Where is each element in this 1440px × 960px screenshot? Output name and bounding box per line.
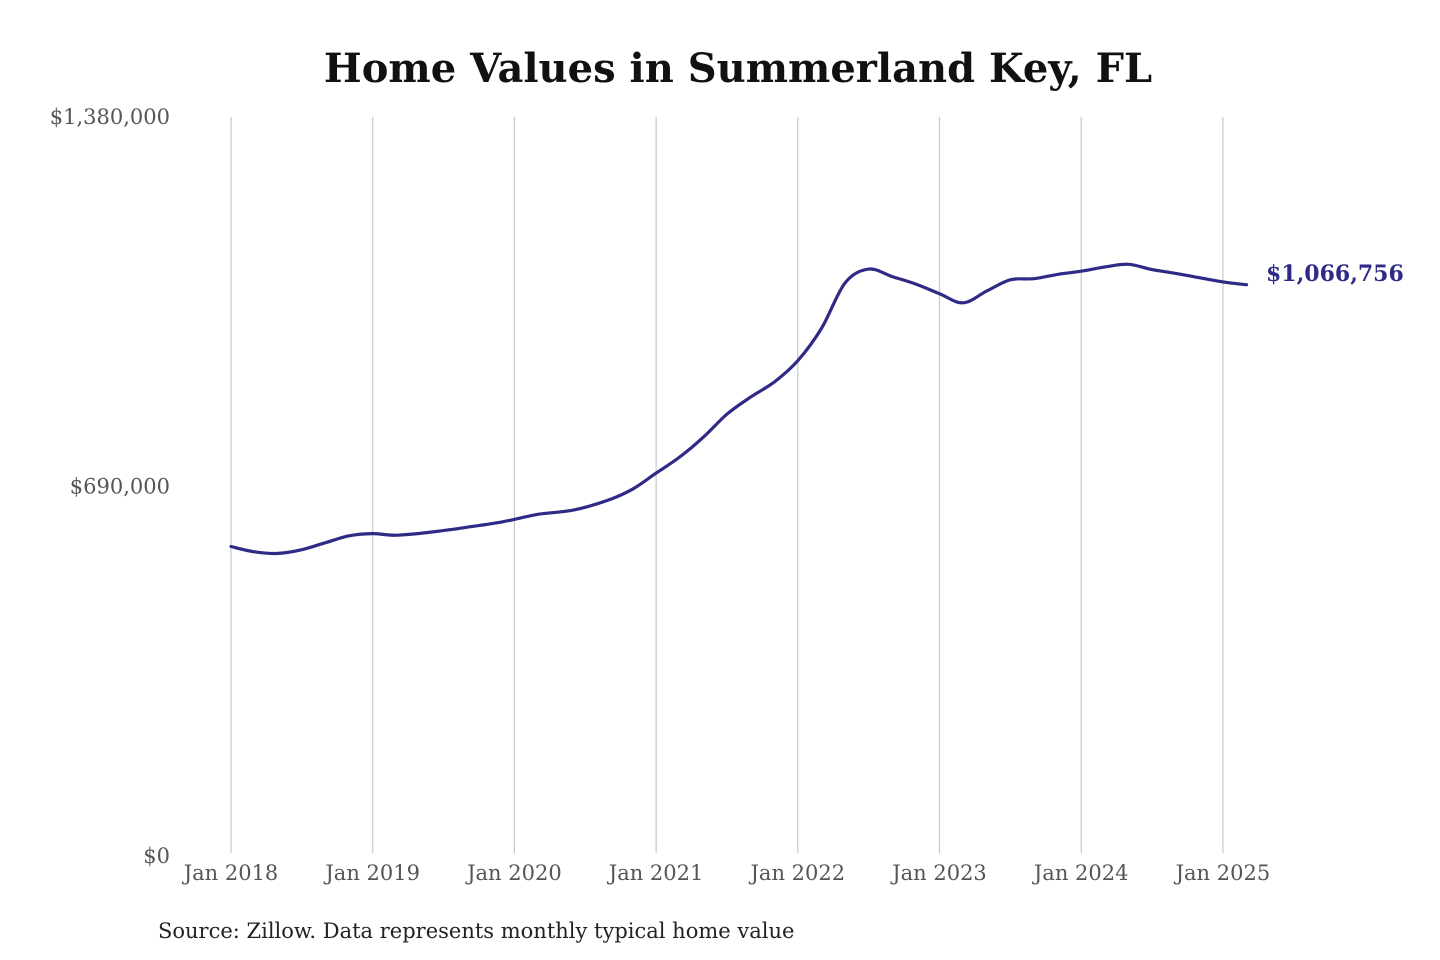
grid — [230, 117, 1224, 853]
end-value-label: $1,066,756 — [1266, 261, 1404, 287]
x-tick-label: Jan 2024 — [1032, 861, 1129, 885]
x-axis-ticks: Jan 2018 Jan 2019 Jan 2020 Jan 2021 Jan 2022… — [182, 861, 1270, 885]
x-tick-label: Jan 2019 — [323, 861, 420, 885]
source-note: Source: Zillow. Data represents monthly … — [158, 919, 794, 943]
x-tick-label: Jan 2018 — [182, 861, 279, 885]
y-tick-label: $690,000 — [70, 475, 170, 499]
x-tick-label: Jan 2022 — [749, 861, 846, 885]
x-tick-label: Jan 2021 — [607, 861, 704, 885]
x-tick-label: Jan 2023 — [890, 861, 987, 885]
y-axis-ticks: $0 $690,000 $1,380,000 — [50, 105, 170, 868]
series-lines — [229, 262, 1249, 556]
y-tick-label: $1,380,000 — [50, 105, 170, 129]
x-tick-label: Jan 2020 — [465, 861, 562, 885]
series-line-home-value — [229, 262, 1249, 556]
chart-title: Home Values in Summerland Key, FL — [324, 45, 1152, 92]
x-tick-label: Jan 2025 — [1174, 861, 1271, 885]
y-tick-label: $0 — [143, 844, 170, 868]
